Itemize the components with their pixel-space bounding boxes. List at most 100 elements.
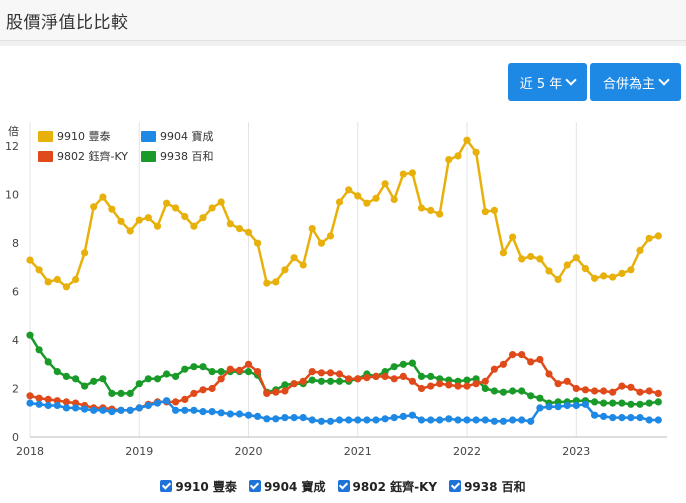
data-point <box>591 398 599 406</box>
data-point <box>490 365 498 373</box>
data-point <box>72 275 80 284</box>
data-point <box>308 225 316 233</box>
data-point <box>226 365 234 373</box>
series-toggle-9910[interactable]: 9910 豐泰 <box>160 478 237 495</box>
data-point <box>26 256 34 264</box>
data-point <box>545 267 553 275</box>
data-point <box>26 331 34 339</box>
data-point <box>645 399 653 407</box>
data-point <box>399 360 407 368</box>
data-point <box>636 388 644 396</box>
data-point <box>126 389 134 397</box>
y-axis-label: 倍 <box>8 125 19 138</box>
checkbox-checked-icon[interactable] <box>337 480 350 492</box>
data-point <box>299 377 307 385</box>
data-point <box>117 406 125 414</box>
data-point <box>454 416 462 424</box>
data-point <box>399 170 407 178</box>
data-point <box>645 387 653 395</box>
data-point <box>627 414 635 422</box>
checkbox-checked-icon[interactable] <box>248 480 261 492</box>
data-point <box>518 351 526 359</box>
data-point <box>545 370 553 378</box>
mode-dropdown-button[interactable]: 合併為主 <box>590 63 681 101</box>
y-tick-label: 4 <box>12 334 19 347</box>
data-point <box>90 203 98 211</box>
data-point <box>254 412 262 420</box>
data-point <box>35 394 43 402</box>
data-point <box>390 195 398 204</box>
data-point <box>427 372 435 380</box>
data-point <box>572 384 580 393</box>
data-point <box>654 232 662 240</box>
legend-label: 9904 寶成 <box>160 129 214 143</box>
data-point <box>217 409 225 417</box>
x-tick-label: 2022 <box>453 445 481 458</box>
data-point <box>618 269 626 277</box>
legend-swatch <box>141 151 156 162</box>
data-point <box>62 398 70 406</box>
data-point <box>463 416 471 424</box>
data-point <box>563 377 571 385</box>
data-point <box>190 406 198 414</box>
data-point <box>208 408 216 416</box>
data-point <box>263 389 271 397</box>
data-point <box>44 278 52 286</box>
data-point <box>417 416 426 424</box>
data-point <box>481 384 489 393</box>
data-point <box>490 417 498 425</box>
data-point <box>44 358 52 366</box>
data-point <box>381 180 389 188</box>
data-point <box>108 389 116 397</box>
data-point <box>62 372 70 380</box>
data-point <box>290 380 298 388</box>
data-point <box>72 404 80 412</box>
data-point <box>281 387 289 395</box>
series-toggle-9802[interactable]: 9802 鈺齊-KY <box>337 478 437 495</box>
data-point <box>390 363 398 371</box>
data-point <box>208 368 216 376</box>
series-toggle-9904[interactable]: 9904 寶成 <box>248 478 326 495</box>
data-point <box>554 403 562 411</box>
data-point <box>35 346 43 354</box>
data-point <box>518 416 526 424</box>
data-point <box>499 417 507 425</box>
checkbox-checked-icon[interactable] <box>160 480 173 492</box>
data-point <box>417 204 426 212</box>
data-point <box>254 368 262 376</box>
data-point <box>363 416 371 424</box>
data-point <box>126 406 134 414</box>
data-point <box>417 384 426 393</box>
series-toggle-9938[interactable]: 9938 百和 <box>449 478 526 495</box>
data-point <box>508 416 517 424</box>
data-point <box>35 400 43 408</box>
data-point <box>427 206 435 214</box>
data-point <box>172 398 180 406</box>
data-point <box>654 398 662 406</box>
data-point <box>636 414 644 422</box>
series-toggle-label: 9904 寶成 <box>263 479 326 494</box>
y-tick-label: 12 <box>5 140 19 153</box>
data-point <box>326 377 335 385</box>
series-line <box>29 399 659 423</box>
data-point <box>536 404 544 412</box>
data-point <box>463 382 471 390</box>
data-point <box>490 206 498 214</box>
data-point <box>281 414 289 422</box>
data-point <box>554 275 562 284</box>
data-point <box>153 222 162 230</box>
data-point <box>263 279 271 287</box>
series-toggle-label: 9910 豐泰 <box>175 479 237 494</box>
data-point <box>117 389 125 397</box>
data-point <box>181 365 189 373</box>
data-point <box>472 380 480 388</box>
data-point <box>536 255 544 263</box>
data-point <box>135 216 143 224</box>
data-point <box>26 399 34 407</box>
range-dropdown-button[interactable]: 近 5 年 <box>508 63 587 101</box>
checkbox-checked-icon[interactable] <box>449 480 462 492</box>
data-point <box>62 283 70 291</box>
data-point <box>99 193 107 201</box>
data-point <box>609 273 617 281</box>
data-point <box>618 414 626 422</box>
